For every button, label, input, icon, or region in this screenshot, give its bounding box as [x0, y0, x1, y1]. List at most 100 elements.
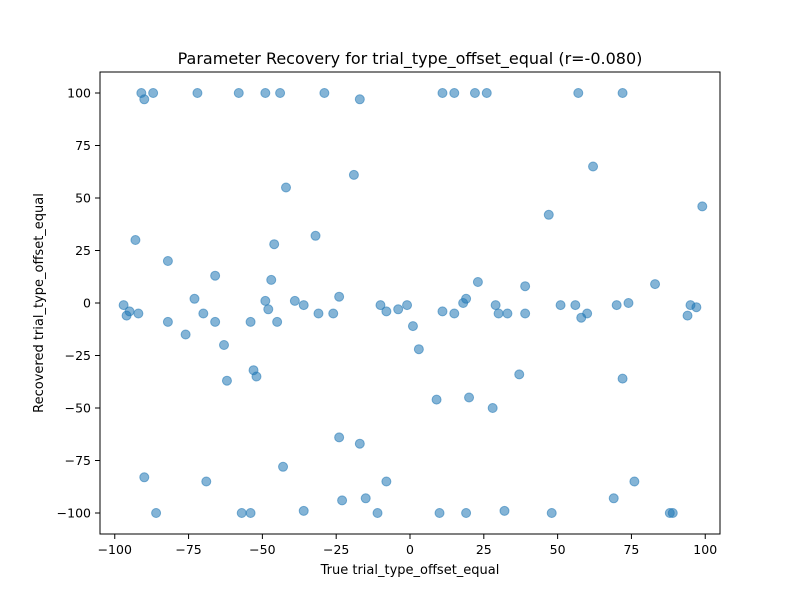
- data-point-24: [210, 270, 221, 281]
- x-axis-label: True trial_type_offset_equal: [320, 563, 500, 578]
- data-point-18: [543, 209, 554, 220]
- data-point-56: [490, 300, 501, 311]
- data-point-87: [236, 508, 247, 518]
- data-point-50: [407, 321, 418, 332]
- data-point-86: [151, 508, 162, 518]
- y-tick-label: 0: [83, 296, 91, 311]
- data-point-92: [372, 508, 383, 518]
- data-point-20: [310, 230, 321, 241]
- data-point-36: [124, 306, 135, 317]
- data-point-9: [437, 88, 448, 98]
- data-point-44: [313, 308, 324, 319]
- data-point-15: [588, 161, 599, 172]
- data-point-12: [481, 88, 492, 98]
- x-tick-label: −25: [323, 542, 349, 557]
- data-point-60: [555, 300, 566, 311]
- x-tick-label: 25: [476, 542, 492, 557]
- data-point-33: [298, 300, 309, 311]
- data-point-1: [139, 94, 150, 105]
- data-point-52: [437, 306, 448, 317]
- y-tick-label: 75: [75, 138, 91, 153]
- data-point-70: [219, 340, 229, 350]
- data-point-28: [520, 281, 531, 292]
- data-point-46: [375, 300, 386, 311]
- data-point-63: [582, 308, 593, 319]
- x-tick-label: −50: [249, 542, 275, 557]
- data-point-68: [691, 302, 702, 313]
- data-point-7: [319, 88, 330, 98]
- y-axis-ticks: −100 −75 −50 −25 0 25 50 75 100: [57, 86, 100, 521]
- data-point-83: [201, 476, 212, 487]
- data-point-39: [210, 316, 221, 327]
- data-point-65: [623, 298, 634, 308]
- data-point-79: [334, 432, 345, 443]
- chart-title: Parameter Recovery for trial_type_offset…: [178, 49, 643, 69]
- data-point-99: [667, 508, 678, 518]
- x-tick-label: −75: [175, 542, 201, 557]
- data-point-26: [472, 277, 483, 287]
- data-point-91: [360, 493, 371, 504]
- data-point-94: [461, 508, 472, 518]
- data-point-58: [502, 308, 513, 319]
- data-point-4: [233, 88, 244, 98]
- y-axis-label: Recovered trial_type_offset_equal: [32, 193, 47, 413]
- data-point-84: [381, 476, 392, 487]
- data-point-29: [189, 293, 200, 304]
- data-point-30: [260, 295, 271, 306]
- data-point-51: [413, 344, 424, 355]
- data-point-43: [272, 316, 283, 327]
- data-point-16: [348, 169, 359, 180]
- data-point-64: [611, 300, 622, 311]
- data-point-8: [354, 94, 365, 105]
- data-point-14: [617, 88, 628, 98]
- data-point-93: [434, 508, 445, 518]
- data-point-80: [354, 438, 365, 449]
- data-point-90: [337, 495, 348, 506]
- data-point-5: [260, 88, 271, 98]
- data-point-75: [617, 373, 628, 384]
- data-point-89: [298, 505, 309, 516]
- data-point-88: [245, 508, 256, 518]
- data-point-22: [269, 239, 280, 250]
- data-point-25: [266, 274, 277, 285]
- data-point-45: [328, 308, 339, 319]
- data-point-95: [499, 505, 510, 516]
- data-point-13: [573, 88, 584, 98]
- data-point-47: [381, 306, 392, 317]
- data-point-34: [118, 300, 129, 311]
- y-tick-label: 50: [75, 191, 91, 206]
- data-point-17: [281, 182, 291, 193]
- x-tick-label: −100: [98, 542, 132, 557]
- data-point-55: [461, 293, 472, 304]
- data-point-76: [431, 394, 442, 405]
- data-point-42: [263, 304, 274, 315]
- data-point-27: [650, 279, 661, 290]
- data-point-49: [402, 300, 413, 311]
- data-point-11: [469, 88, 480, 98]
- y-tick-label: −100: [57, 506, 91, 521]
- data-point-78: [487, 403, 498, 413]
- data-point-38: [198, 308, 209, 319]
- data-point-32: [289, 295, 300, 306]
- data-point-23: [162, 256, 173, 266]
- data-point-69: [180, 329, 191, 340]
- data-point-85: [629, 476, 640, 487]
- data-point-97: [608, 493, 619, 504]
- data-point-41: [245, 316, 256, 327]
- data-point-53: [449, 308, 460, 319]
- data-point-81: [278, 461, 289, 472]
- points-layer: [118, 88, 708, 518]
- data-point-72: [251, 371, 262, 382]
- y-tick-label: −50: [65, 401, 91, 416]
- data-point-77: [464, 392, 475, 403]
- data-point-31: [334, 291, 345, 302]
- data-point-37: [133, 308, 144, 319]
- data-point-73: [221, 375, 232, 386]
- y-tick-label: 25: [75, 243, 91, 258]
- x-tick-label: 75: [623, 542, 639, 557]
- data-point-48: [393, 304, 404, 315]
- data-point-74: [514, 369, 525, 380]
- data-point-2: [148, 88, 159, 98]
- x-tick-label: 0: [406, 542, 414, 557]
